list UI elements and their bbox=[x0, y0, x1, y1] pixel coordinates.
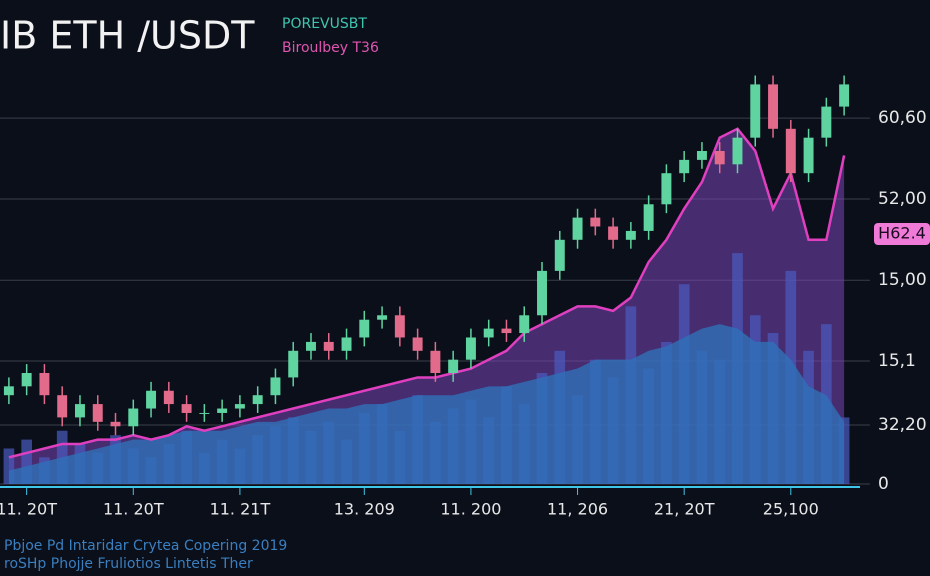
candle-body bbox=[39, 373, 50, 396]
chart-title: IB ETH /USDT bbox=[0, 14, 255, 58]
y-tick-label: 15,1 bbox=[878, 351, 916, 371]
candle-body bbox=[323, 341, 334, 351]
candle-body bbox=[590, 217, 601, 227]
candle-body bbox=[110, 421, 121, 427]
y-tick-label: 15,00 bbox=[878, 270, 927, 290]
candle-body bbox=[270, 377, 281, 396]
x-tick-label: 11. 20T bbox=[0, 500, 57, 519]
x-tick-label: 11, 206 bbox=[547, 500, 608, 519]
y-tick-label: 32,20 bbox=[878, 415, 927, 435]
candle-body bbox=[217, 408, 228, 413]
x-tick-label: 21, 20T bbox=[654, 500, 715, 519]
candle-body bbox=[3, 386, 14, 396]
candle-body bbox=[430, 350, 441, 373]
candle-body bbox=[74, 404, 85, 418]
candle-body bbox=[181, 404, 192, 413]
candle-body bbox=[359, 319, 370, 338]
area bbox=[8, 324, 845, 484]
candle-body bbox=[572, 217, 583, 240]
x-tick-label: 11. 200 bbox=[440, 500, 501, 519]
candle-body bbox=[146, 390, 157, 409]
y-tick-label: 60,60 bbox=[878, 108, 927, 128]
candle-body bbox=[92, 404, 103, 422]
candle-body bbox=[839, 84, 850, 107]
candle-body bbox=[537, 270, 547, 316]
candle-body bbox=[661, 173, 672, 205]
candle-body bbox=[412, 337, 423, 351]
candle-body bbox=[288, 350, 299, 378]
candle-body bbox=[608, 226, 619, 240]
line bbox=[8, 127, 846, 459]
candle-body bbox=[785, 128, 796, 174]
badge-bg bbox=[874, 223, 930, 245]
candle-body bbox=[252, 395, 263, 405]
candle-body bbox=[750, 84, 761, 138]
x-tick-label: 11. 20T bbox=[103, 500, 164, 519]
subtitle: POREVUSBT bbox=[282, 16, 367, 32]
candle-body bbox=[448, 359, 459, 373]
candle-body bbox=[554, 239, 565, 271]
candle-body bbox=[625, 230, 636, 240]
candle-body bbox=[234, 404, 245, 409]
candle-body bbox=[732, 137, 743, 165]
candle-body bbox=[377, 315, 388, 320]
candle-body bbox=[696, 151, 707, 160]
candle-body bbox=[394, 315, 405, 338]
candle-body bbox=[465, 337, 476, 360]
x-tick-label: 25,100 bbox=[763, 500, 819, 519]
candle-body bbox=[199, 412, 210, 414]
x-tick-label: 13. 209 bbox=[334, 500, 395, 519]
footer: roSHp Phojje Fruliotios Lintetis Ther bbox=[4, 556, 253, 572]
footer: Pbjoe Pd Intaridar Crytea Copering 2019 bbox=[4, 538, 287, 554]
candle-body bbox=[768, 84, 779, 129]
candle-body bbox=[306, 341, 316, 351]
candle-body bbox=[803, 137, 814, 174]
candle-body bbox=[483, 328, 494, 338]
candle-body bbox=[341, 337, 352, 351]
candle-body bbox=[643, 204, 654, 231]
x-tick-label: 11. 21T bbox=[210, 500, 271, 519]
y-tick-label: 52,00 bbox=[878, 189, 927, 209]
candle-body bbox=[128, 408, 139, 427]
plot bbox=[3, 75, 850, 485]
candle-body bbox=[21, 373, 32, 387]
candle-body bbox=[57, 395, 68, 418]
volume-bar bbox=[21, 439, 32, 484]
y-tick-label: 0 bbox=[878, 474, 889, 494]
candle-body bbox=[163, 390, 174, 405]
candle-body bbox=[679, 159, 690, 174]
volume-bar bbox=[3, 448, 15, 484]
volume-bar bbox=[56, 430, 68, 484]
candle-body bbox=[501, 328, 512, 334]
candle-body bbox=[821, 106, 832, 138]
subtitle: Biroulbey T36 bbox=[282, 40, 379, 56]
candle-body bbox=[714, 151, 725, 165]
candle-body bbox=[519, 315, 530, 334]
badge: H62.4 bbox=[878, 224, 926, 243]
